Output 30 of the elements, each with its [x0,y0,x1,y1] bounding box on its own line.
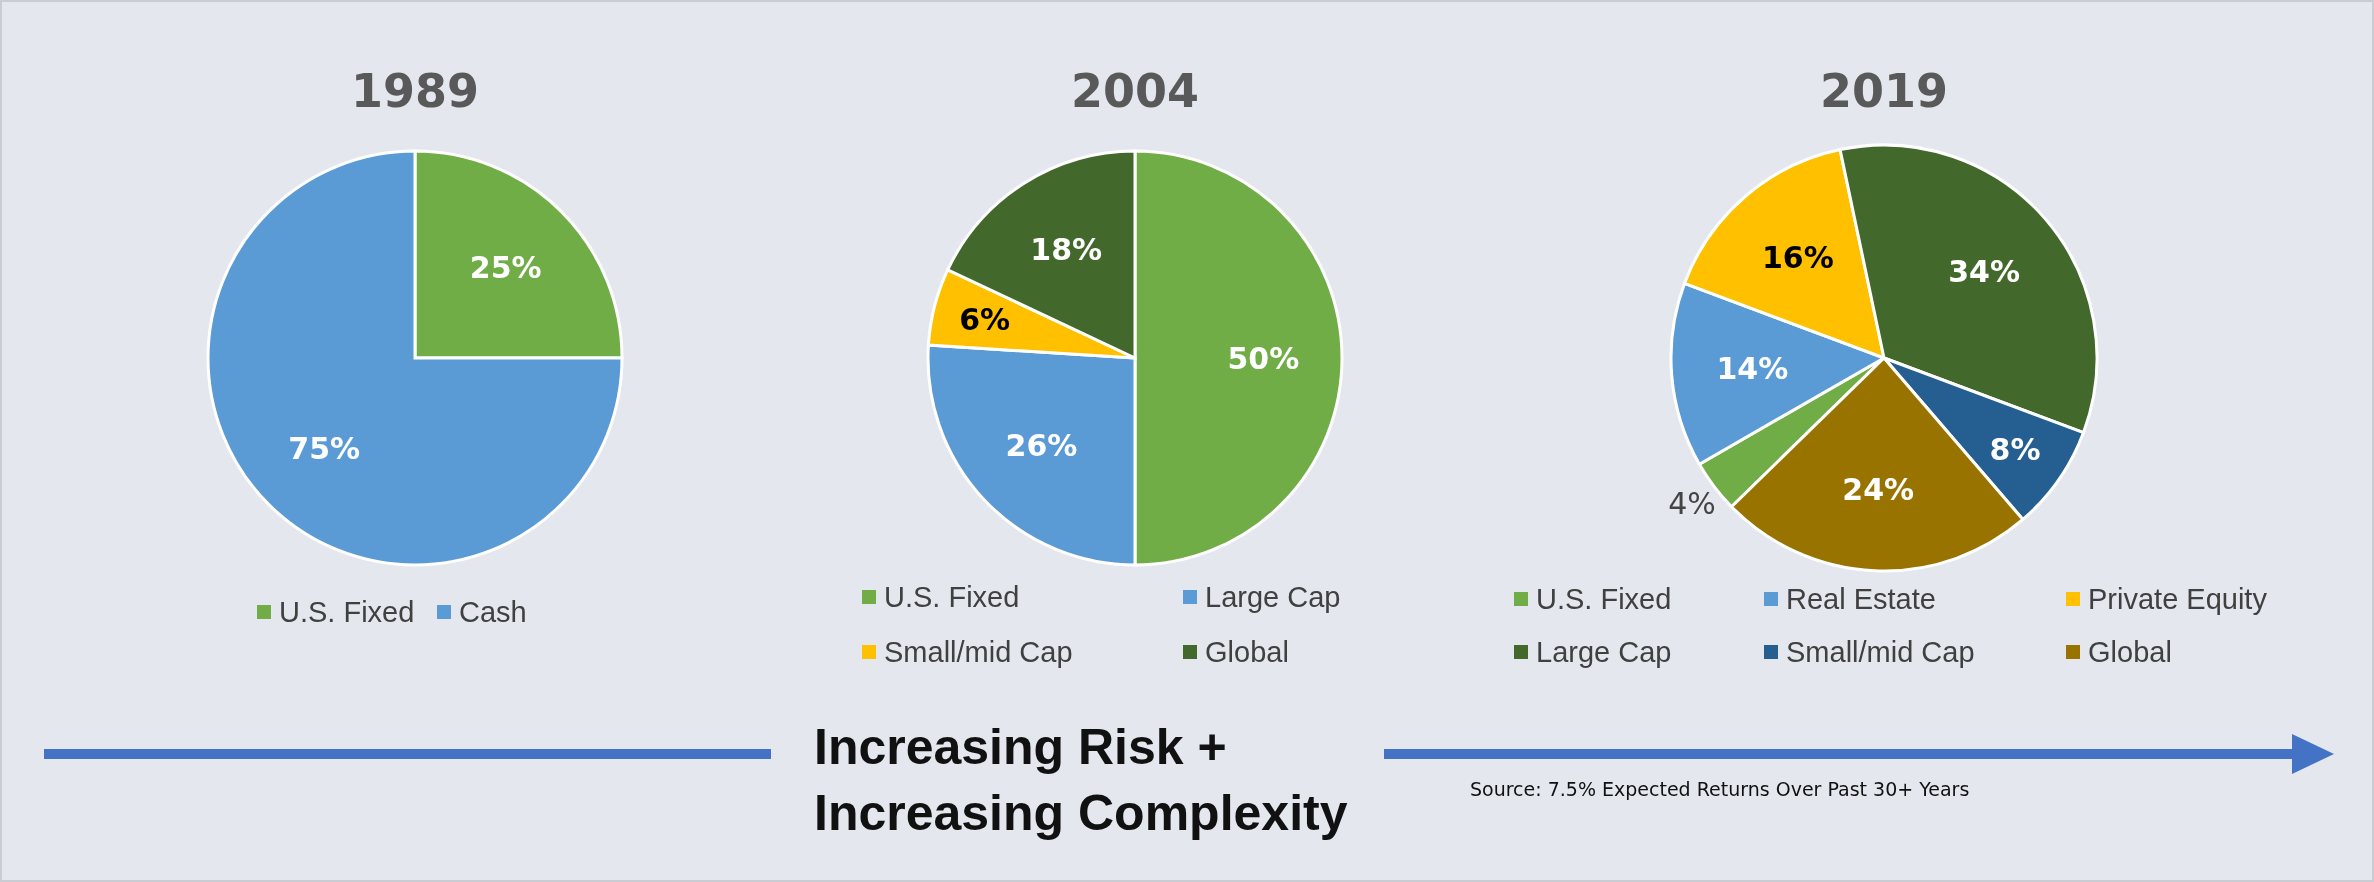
chart-title: 2004 [1070,64,1200,118]
source-note: Source: 7.5% Expected Returns Over Past 30+ Years [1470,778,1970,800]
legend-label: Global [1205,636,1289,669]
data-label: 6% [959,301,1011,337]
legend-label: Global [2088,636,2172,669]
chart-title: 1989 [350,64,480,118]
data-label: 16% [1761,240,1834,276]
legend-label: U.S. Fixed [279,596,415,629]
data-label: 50% [1227,340,1300,376]
data-label: 75% [288,431,361,467]
legend-label: Cash [459,596,527,629]
data-label: 14% [1716,351,1789,387]
data-label: 25% [469,249,542,285]
data-label: 26% [1005,428,1078,464]
legend-label: Small/mid Cap [1786,636,1975,669]
legend-label: Large Cap [1536,636,1672,669]
legend-label: Large Cap [1205,581,1341,614]
data-label: 18% [1030,232,1103,268]
legend-label: Small/mid Cap [884,636,1073,669]
data-label: 8% [1989,431,2041,467]
pie-slice [206,149,624,567]
data-label: 24% [1842,472,1915,508]
legend-label: Private Equity [2088,583,2268,616]
data-label: 34% [1948,254,2021,290]
text: Increasing Risk + Increasing Complexity [814,718,1349,843]
legend-label: U.S. Fixed [1536,583,1672,616]
legend-label: Real Estate [1786,583,1936,616]
data-label: 4% [1668,485,1716,521]
legend-label: U.S. Fixed [884,581,1020,614]
chart-title: 2019 [1819,64,1949,118]
